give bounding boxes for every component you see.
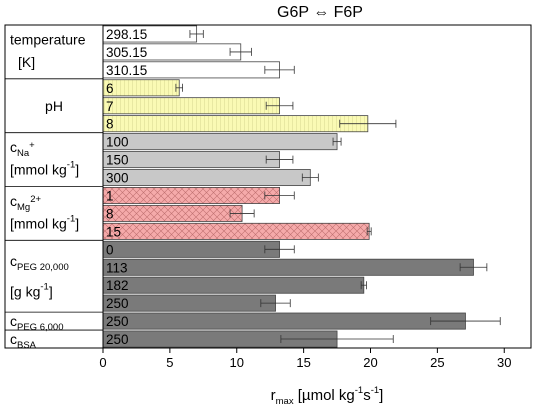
- bar-na-2: [102, 169, 311, 187]
- group-label-line2-superscript: -1: [67, 213, 75, 224]
- group-label-line2-end: ]: [75, 162, 79, 178]
- bar-label-na-0: 100: [106, 135, 129, 150]
- x-tick-label: 30: [497, 355, 511, 370]
- group-label-subscript: PEG 20,000: [17, 262, 69, 273]
- group-label-line2-na: [mmol kg-1]: [10, 160, 79, 178]
- group-label-ph: pH: [45, 98, 63, 114]
- bar-ph-0: [102, 79, 180, 97]
- group-label-subscript: PEG 6,000: [17, 322, 63, 333]
- x-tick-label: 15: [296, 355, 310, 370]
- bar-peg6-0: [102, 312, 466, 330]
- x-axis-label-end: ]: [379, 387, 383, 404]
- group-label-mg: cMg2+: [10, 193, 41, 213]
- bar-label-na-1: 150: [106, 153, 129, 168]
- bar-peg20-2: [102, 276, 365, 294]
- x-tick-label: 20: [363, 355, 377, 370]
- group-label-superscript: +: [29, 140, 35, 151]
- group-label-line2-superscript: -1: [40, 281, 48, 292]
- group-label-temperature: temperature: [10, 31, 86, 47]
- bar-na-0: [102, 133, 338, 151]
- bar-ph-2: [102, 115, 369, 133]
- bar-mg-1: [102, 204, 243, 222]
- group-label-line2-text: [mmol kg: [10, 215, 67, 231]
- group-label-bsa: cBSA: [10, 331, 37, 351]
- group-label-main: c: [10, 253, 17, 269]
- group-label-line2-end: ]: [49, 283, 53, 299]
- group-label-line2-text: [g kg: [10, 283, 40, 299]
- group-label-main: c: [10, 193, 17, 209]
- group-label-line2-text: [K]: [18, 54, 35, 70]
- group-label-main: c: [10, 313, 17, 329]
- bar-label-peg20-3: 250: [106, 296, 129, 311]
- group-label-line2-superscript: -1: [67, 160, 75, 171]
- bar-label-ph-0: 6: [106, 81, 114, 96]
- bar-label-ph-1: 7: [106, 99, 114, 114]
- x-tick-label: 10: [230, 355, 244, 370]
- group-label-line2-peg20: [g kg-1]: [10, 281, 53, 299]
- group-label-line2-end: ]: [75, 215, 79, 231]
- x-tick-label: 0: [99, 355, 106, 370]
- bar-label-peg20-0: 0: [106, 242, 114, 257]
- group-label-na: cNa+: [10, 139, 35, 159]
- bar-label-mg-1: 8: [106, 206, 114, 221]
- x-tick-label: 5: [166, 355, 173, 370]
- bar-mg-0: [102, 186, 280, 204]
- x-tick-label: 25: [430, 355, 444, 370]
- bar-ph-1: [102, 97, 280, 115]
- x-axis-label-unit2: s: [363, 387, 371, 404]
- bar-label-ph-2: 8: [106, 117, 114, 132]
- bar-na-1: [102, 151, 280, 169]
- bar-label-temperature-1: 305.15: [106, 45, 147, 60]
- group-label-superscript: 2+: [30, 194, 41, 205]
- bar-label-peg20-1: 113: [106, 260, 128, 275]
- group-label-subscript: BSA: [17, 340, 37, 351]
- bar-label-temperature-0: 298.15: [106, 27, 147, 42]
- x-axis-label-superscript-2: -1: [371, 385, 379, 396]
- bar-peg20-3: [102, 294, 276, 312]
- bar-label-peg6-0: 250: [106, 314, 129, 329]
- group-label-main: temperature: [10, 31, 86, 47]
- bar-label-mg-0: 1: [106, 188, 114, 203]
- group-label-line2-text: [mmol kg: [10, 162, 67, 178]
- group-label-peg20: cPEG 20,000: [10, 253, 69, 273]
- x-axis-label-unit: [µmol kg: [294, 387, 355, 404]
- bar-mg-2: [102, 222, 370, 240]
- group-label-line2-mg: [mmol kg-1]: [10, 213, 79, 231]
- label-frame: [4, 24, 104, 349]
- group-label-subscript: Mg: [17, 202, 30, 213]
- chart-title: G6P ⇔ F6P: [277, 4, 363, 21]
- bar-label-mg-2: 15: [106, 224, 121, 239]
- x-axis-label-main: r: [271, 387, 276, 404]
- group-label-main: c: [10, 331, 17, 347]
- group-label-subscript: Na: [17, 148, 30, 159]
- group-label-line2-temperature: [K]: [18, 54, 35, 70]
- x-axis-label: rmax [µmol kg-1s-1]: [271, 385, 384, 407]
- x-axis-label-subscript: max: [276, 396, 294, 407]
- bar-peg20-0: [102, 240, 280, 258]
- bar-label-na-2: 300: [106, 171, 129, 186]
- bar-label-bsa-0: 250: [106, 332, 129, 347]
- group-label-main: c: [10, 139, 17, 155]
- x-axis-label-superscript-1: -1: [355, 385, 363, 396]
- group-label-peg6: cPEG 6,000: [10, 313, 63, 333]
- bar-label-temperature-2: 310.15: [106, 63, 147, 78]
- bar-peg20-1: [102, 258, 474, 276]
- group-label-main: pH: [45, 98, 63, 114]
- bar-label-peg20-2: 182: [106, 278, 129, 293]
